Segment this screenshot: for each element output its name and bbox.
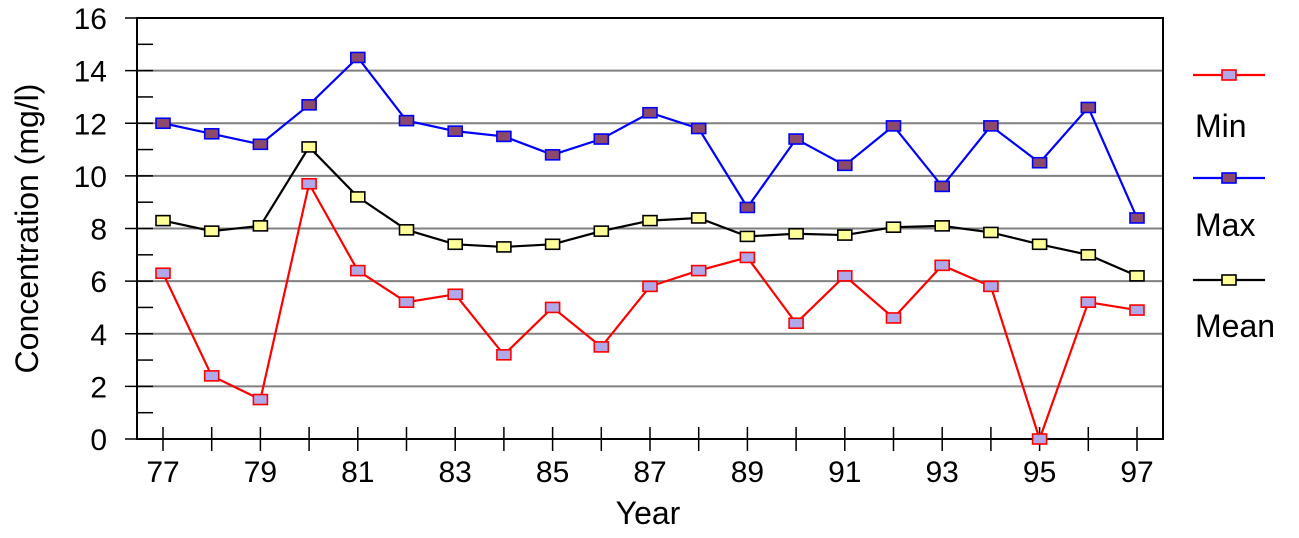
y-tick-label: 12 [74, 108, 107, 141]
y-tick-label: 4 [90, 319, 107, 352]
x-tick-label: 91 [828, 456, 861, 489]
data-point-min [690, 264, 707, 277]
x-axis-label: Year [616, 495, 681, 531]
data-point-mean [836, 229, 853, 241]
data-point-max [739, 201, 756, 214]
legend-marker-min [1221, 69, 1237, 81]
data-point-max [349, 51, 366, 64]
x-tick-label: 93 [926, 456, 959, 489]
data-point-mean [593, 225, 610, 237]
data-point-min [1031, 433, 1048, 445]
data-point-max [496, 130, 512, 143]
plot-frame [136, 17, 1164, 440]
data-point-mean [155, 214, 171, 227]
data-point-min [447, 288, 464, 301]
data-point-max [642, 106, 658, 119]
x-tick-label: 95 [1023, 456, 1056, 489]
data-point-max [885, 120, 902, 132]
data-point-mean [349, 191, 366, 203]
legend-label-mean: Mean [1195, 308, 1275, 344]
data-point-mean [788, 227, 804, 240]
data-point-max [301, 99, 317, 111]
data-point-max [544, 149, 561, 161]
x-tick-label: 79 [244, 456, 277, 489]
data-point-min [642, 280, 658, 293]
x-tick-label: 77 [146, 456, 179, 489]
data-point-max [203, 127, 220, 140]
data-point-mean [544, 238, 561, 251]
data-point-mean [690, 212, 707, 224]
data-point-min [836, 270, 853, 282]
x-tick-label: 89 [731, 456, 764, 489]
data-point-max [398, 114, 415, 127]
data-point-mean [934, 220, 951, 232]
y-tick-label: 8 [90, 214, 107, 247]
data-point-min [496, 348, 512, 361]
legend-label-min: Min [1195, 108, 1247, 144]
data-point-max [593, 133, 610, 145]
data-point-max [447, 125, 464, 137]
data-point-min [155, 267, 171, 280]
data-point-mean [496, 241, 512, 253]
data-point-mean [398, 224, 415, 236]
data-point-min [593, 341, 610, 353]
data-point-min [1080, 296, 1097, 308]
data-point-min [544, 301, 561, 314]
data-point-min [252, 393, 269, 406]
data-point-max [252, 138, 269, 151]
data-point-min [983, 280, 999, 293]
data-point-max [934, 180, 951, 193]
x-tick-label: 87 [633, 456, 666, 489]
legend-marker-mean [1221, 274, 1237, 286]
data-point-min [349, 264, 366, 277]
y-tick-label: 6 [90, 266, 107, 299]
data-point-mean [739, 230, 756, 243]
data-point-min [398, 296, 415, 308]
y-axis-label: Concentration (mg/l) [9, 84, 45, 374]
x-tick-label: 83 [439, 456, 472, 489]
legend-label-max: Max [1195, 207, 1255, 243]
data-point-mean [301, 141, 317, 153]
data-point-max [155, 117, 171, 130]
data-point-min [739, 251, 756, 264]
data-point-min [885, 312, 902, 324]
data-point-max [690, 122, 707, 135]
data-point-mean [1031, 238, 1048, 251]
y-tick-label: 16 [74, 3, 107, 36]
series-line-mean [162, 145, 1138, 277]
data-point-mean [1080, 249, 1097, 261]
data-point-min [934, 259, 951, 272]
x-tick-label: 97 [1120, 456, 1153, 489]
data-point-max [788, 133, 804, 145]
data-point-mean [447, 238, 464, 251]
y-tick-label: 14 [74, 56, 107, 89]
y-tick-label: 2 [90, 371, 107, 404]
data-point-max [1129, 212, 1145, 224]
data-point-max [836, 159, 853, 172]
x-tick-label: 81 [341, 456, 374, 489]
data-point-min [788, 317, 804, 330]
series-line-max [162, 55, 1139, 219]
y-tick-label: 0 [90, 424, 107, 457]
data-point-min [203, 370, 220, 382]
y-tick-label: 10 [74, 161, 107, 194]
data-point-mean [203, 225, 220, 237]
x-tick-label: 85 [536, 456, 569, 489]
data-point-mean [983, 226, 999, 239]
data-point-mean [642, 214, 658, 227]
data-point-mean [252, 220, 269, 232]
data-point-mean [1129, 270, 1145, 282]
data-point-min [301, 177, 317, 190]
legend-marker-max [1221, 172, 1237, 184]
data-point-mean [885, 221, 902, 233]
data-point-max [983, 120, 999, 132]
data-point-max [1031, 156, 1048, 169]
data-point-max [1080, 101, 1097, 114]
data-point-min [1129, 304, 1145, 316]
